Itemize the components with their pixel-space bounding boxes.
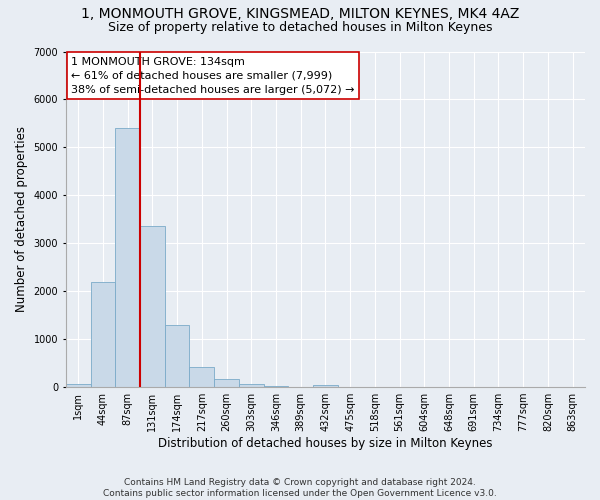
Bar [115, 128, 140, 387]
Bar [239, 384, 263, 387]
Text: Size of property relative to detached houses in Milton Keynes: Size of property relative to detached ho… [108, 21, 492, 34]
X-axis label: Distribution of detached houses by size in Milton Keynes: Distribution of detached houses by size … [158, 437, 493, 450]
Text: 1, MONMOUTH GROVE, KINGSMEAD, MILTON KEYNES, MK4 4AZ: 1, MONMOUTH GROVE, KINGSMEAD, MILTON KEY… [81, 8, 519, 22]
Bar [190, 367, 214, 387]
Bar [140, 226, 165, 387]
Bar [91, 282, 115, 387]
Bar [66, 384, 91, 387]
Bar [165, 325, 190, 387]
Bar [263, 386, 289, 387]
Bar [214, 378, 239, 387]
Text: 1 MONMOUTH GROVE: 134sqm
← 61% of detached houses are smaller (7,999)
38% of sem: 1 MONMOUTH GROVE: 134sqm ← 61% of detach… [71, 56, 355, 94]
Bar [313, 384, 338, 387]
Y-axis label: Number of detached properties: Number of detached properties [15, 126, 28, 312]
Text: Contains HM Land Registry data © Crown copyright and database right 2024.
Contai: Contains HM Land Registry data © Crown c… [103, 478, 497, 498]
